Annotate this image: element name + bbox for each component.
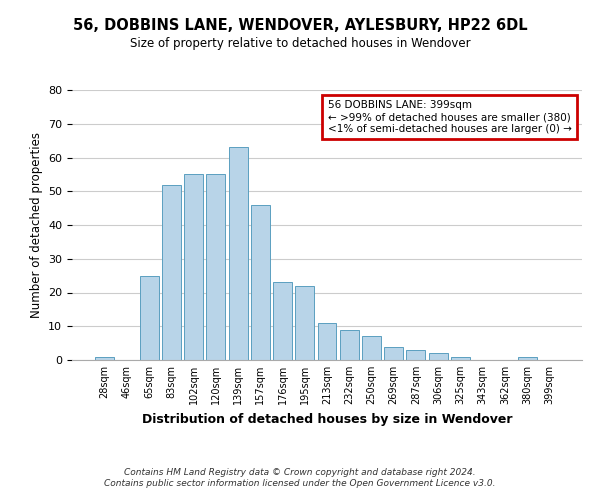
- Bar: [206, 174, 225, 360]
- Text: Contains HM Land Registry data © Crown copyright and database right 2024.
Contai: Contains HM Land Registry data © Crown c…: [104, 468, 496, 487]
- Bar: [184, 174, 203, 360]
- Bar: [162, 184, 181, 360]
- Bar: [340, 330, 359, 360]
- Bar: [317, 323, 337, 360]
- Bar: [451, 356, 470, 360]
- Bar: [429, 353, 448, 360]
- Bar: [295, 286, 314, 360]
- X-axis label: Distribution of detached houses by size in Wendover: Distribution of detached houses by size …: [142, 412, 512, 426]
- Bar: [229, 148, 248, 360]
- Text: Size of property relative to detached houses in Wendover: Size of property relative to detached ho…: [130, 38, 470, 51]
- Bar: [384, 346, 403, 360]
- Bar: [251, 205, 270, 360]
- Bar: [273, 282, 292, 360]
- Bar: [140, 276, 158, 360]
- Bar: [406, 350, 425, 360]
- Bar: [95, 356, 114, 360]
- Bar: [362, 336, 381, 360]
- Y-axis label: Number of detached properties: Number of detached properties: [29, 132, 43, 318]
- Bar: [518, 356, 536, 360]
- Text: 56, DOBBINS LANE, WENDOVER, AYLESBURY, HP22 6DL: 56, DOBBINS LANE, WENDOVER, AYLESBURY, H…: [73, 18, 527, 32]
